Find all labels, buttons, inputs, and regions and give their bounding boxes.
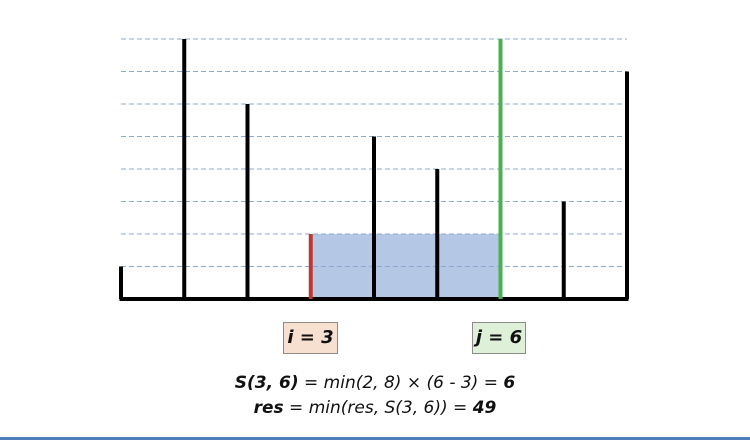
formula-result-lhs: res xyxy=(253,398,284,418)
formula-area-expression: = min(2, 8) × (6 - 3) = xyxy=(298,373,504,393)
pointer-j-label: j = 6 xyxy=(472,322,526,354)
formula-result-value: 49 xyxy=(472,398,497,418)
formula-area-lhs: S(3, 6) xyxy=(234,373,299,393)
formula-result-expression: = min(res, S(3, 6)) = xyxy=(283,398,473,418)
formula-result: res = min(res, S(3, 6)) = 49 xyxy=(0,398,750,418)
container-diagram xyxy=(119,38,629,301)
formula-area: S(3, 6) = min(2, 8) × (6 - 3) = 6 xyxy=(0,373,750,393)
bottom-rule xyxy=(0,437,750,440)
formula-area-result: 6 xyxy=(503,373,516,393)
pointer-i-label: i = 3 xyxy=(283,322,338,354)
